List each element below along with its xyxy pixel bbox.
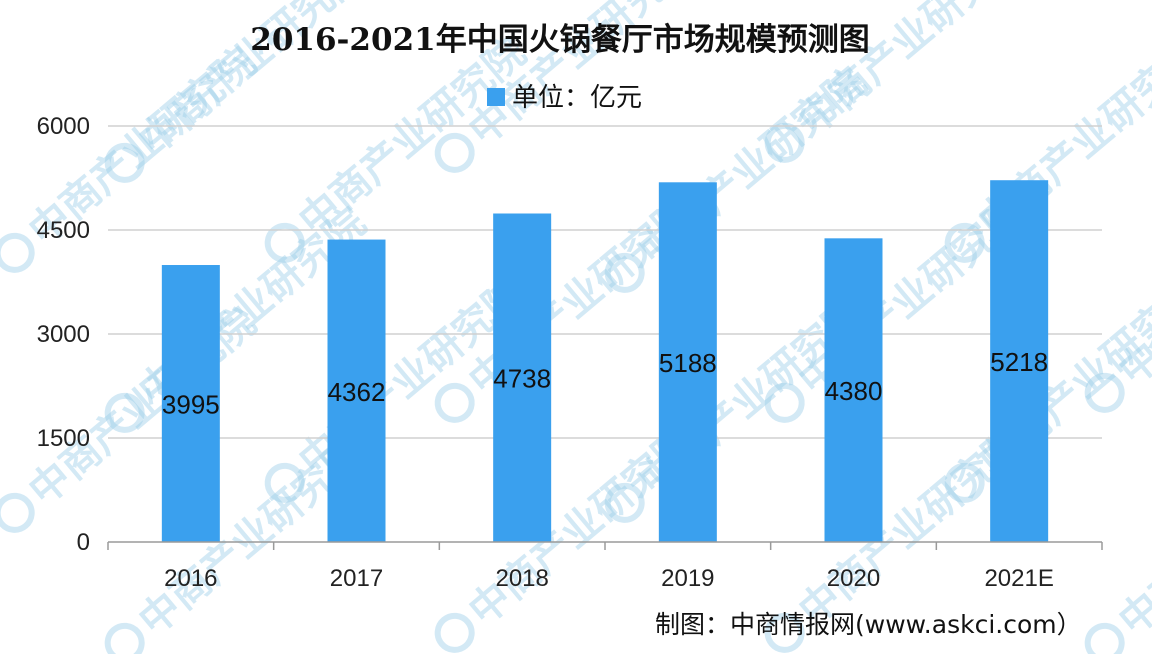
chart-title: 2016-2021年中国火锅餐厅市场规模预测图	[250, 22, 869, 58]
bar	[990, 180, 1049, 542]
watermark: 中商产业研究院	[0, 39, 265, 273]
legend-swatch	[487, 88, 505, 106]
bar	[824, 238, 883, 542]
bar	[161, 265, 220, 542]
bar-series	[161, 180, 1049, 543]
data-labels: 3995 4362 4738 5188 4380 5218	[162, 347, 1048, 419]
watermark-logo-icon	[764, 382, 805, 423]
y-tick-labels: 0 1500 3000 4500 6000	[37, 113, 90, 556]
watermark-logo-icon	[1084, 372, 1125, 413]
data-label: 4738	[493, 364, 551, 394]
x-tick-label: 2018	[495, 565, 548, 592]
y-tick-label: 1500	[37, 425, 90, 452]
bar	[493, 213, 552, 543]
grid-lines	[108, 125, 1102, 439]
data-label: 3995	[162, 390, 220, 420]
watermark-logo-icon	[764, 122, 805, 163]
watermark-logo-icon	[604, 482, 645, 523]
data-label: 5188	[659, 348, 717, 378]
axes	[107, 541, 1103, 550]
watermark-logo-icon	[764, 612, 805, 653]
watermark-logo-icon	[104, 392, 145, 433]
y-tick-label: 6000	[37, 113, 90, 140]
watermark-logo-icon	[104, 622, 145, 654]
watermark-text: 中商产业研究院	[1110, 429, 1152, 644]
watermark-logo-icon	[1084, 622, 1125, 654]
source-credit: 制图：中商情报网(www.askci.com）	[655, 610, 1082, 639]
x-tick-label: 2020	[827, 565, 880, 592]
data-label: 5218	[990, 347, 1048, 377]
legend: 单位：亿元	[487, 83, 642, 113]
watermark-logo-icon	[264, 462, 305, 503]
y-tick-label: 0	[77, 529, 90, 556]
data-label: 4380	[825, 376, 883, 406]
legend-label: 单位：亿元	[512, 83, 642, 113]
x-tick-label: 2016	[164, 565, 217, 592]
watermark-logo-icon	[434, 612, 475, 653]
watermark-logo-icon	[0, 492, 35, 533]
watermark-logo-icon	[0, 232, 35, 273]
bar	[658, 182, 717, 543]
watermark-logo-icon	[604, 252, 645, 293]
x-tick-label: 2017	[330, 565, 383, 592]
x-tick-label: 2021E	[984, 565, 1053, 592]
x-tick-labels: 2016 2017 2018 2019 2020 2021E	[164, 565, 1054, 592]
x-tick-label: 2019	[661, 565, 714, 592]
watermark-logo-icon	[434, 382, 475, 423]
data-label: 4362	[328, 377, 386, 407]
y-tick-label: 3000	[37, 321, 90, 348]
bar	[327, 239, 386, 542]
watermark-logo-icon	[434, 132, 475, 173]
y-tick-label: 4500	[37, 217, 90, 244]
watermark-logo-icon	[104, 142, 145, 183]
watermark-logo-icon	[944, 462, 985, 503]
